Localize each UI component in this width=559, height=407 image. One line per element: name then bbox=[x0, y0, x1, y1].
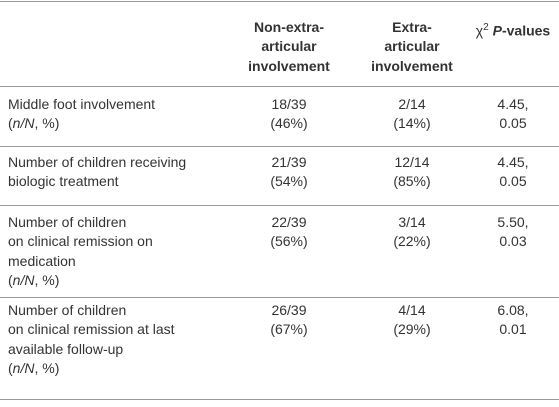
unit-part: n/N bbox=[12, 115, 35, 132]
label-line: on clinical remission at last bbox=[8, 321, 175, 338]
value-cell: 22/39 (56%) bbox=[239, 213, 339, 252]
value-line: (22%) bbox=[393, 233, 431, 250]
value-cell: 5.50, 0.03 bbox=[463, 213, 559, 252]
header-line: Non-extra- bbox=[253, 19, 324, 35]
label-line: Number of children bbox=[8, 214, 127, 230]
value-cell: 21/39 (54%) bbox=[239, 153, 339, 192]
chi: χ bbox=[475, 22, 484, 39]
value-line: (54%) bbox=[270, 173, 308, 190]
header-cell: Extra- articular involvement bbox=[362, 18, 462, 76]
value-cell: 4.45, 0.05 bbox=[463, 95, 559, 134]
unit-part: ( bbox=[8, 359, 13, 376]
row-rule bbox=[0, 399, 559, 400]
header-cell: χ2 P-values bbox=[463, 18, 559, 41]
unit-part: ( bbox=[8, 271, 13, 288]
row-label: Middle foot involvement (n/N, %) bbox=[8, 95, 243, 134]
p-letter: P bbox=[492, 22, 502, 39]
value-cell: 18/39 (46%) bbox=[239, 95, 339, 134]
value-cell: 3/14 (22%) bbox=[362, 213, 462, 252]
label-line: Number of children bbox=[8, 302, 127, 318]
value-line: 26/39 bbox=[271, 302, 307, 318]
value-line: 6.08, bbox=[497, 302, 529, 318]
value-line: (14%) bbox=[393, 115, 431, 132]
header-line: involvement bbox=[371, 57, 453, 74]
value-line: 0.05 bbox=[499, 115, 527, 132]
value-line: 3/14 bbox=[398, 214, 426, 230]
unit-part: n/N bbox=[12, 271, 35, 288]
value-line: 4/14 bbox=[398, 302, 426, 318]
value-line: (46%) bbox=[270, 115, 308, 132]
row-label: Number of children on clinical remission … bbox=[8, 213, 243, 290]
unit-part: , %) bbox=[34, 271, 60, 288]
value-line: (29%) bbox=[393, 321, 431, 338]
row-rule bbox=[0, 205, 559, 206]
header-line: articular bbox=[384, 38, 440, 55]
value-line: 2/14 bbox=[398, 96, 426, 112]
unit-part: ( bbox=[8, 115, 13, 132]
value-line: 0.03 bbox=[499, 233, 527, 250]
value-cell: 12/14 (85%) bbox=[362, 153, 462, 192]
header-line: articular bbox=[261, 38, 317, 55]
row-rule bbox=[0, 146, 559, 147]
value-line: 5.50, bbox=[497, 214, 529, 230]
value-line: 0.05 bbox=[499, 173, 527, 190]
unit-part: , %) bbox=[34, 115, 60, 132]
superscript: 2 bbox=[483, 22, 489, 33]
header-rule bbox=[0, 86, 559, 87]
label-line: Middle foot involvement bbox=[8, 96, 156, 112]
value-line: 18/39 bbox=[271, 96, 307, 112]
header-cell: Non-extra- articular involvement bbox=[239, 18, 339, 76]
value-line: (56%) bbox=[270, 233, 308, 250]
header-line: involvement bbox=[248, 57, 330, 74]
value-cell: 26/39 (67%) bbox=[239, 301, 339, 340]
value-line: (67%) bbox=[270, 321, 308, 338]
row-label: Number of children on clinical remission … bbox=[8, 301, 243, 378]
value-line: 12/14 bbox=[394, 154, 430, 170]
label-line: medication bbox=[8, 252, 76, 269]
value-cell: 2/14 (14%) bbox=[362, 95, 462, 134]
unit-line: (n/N, %) bbox=[8, 359, 243, 378]
value-line: (85%) bbox=[393, 173, 431, 190]
unit-part: n/N bbox=[12, 359, 35, 376]
label-line: Number of children receiving bbox=[8, 154, 187, 170]
row-label: Number of children receiving biologic tre… bbox=[8, 153, 243, 192]
label-line: on clinical remission on bbox=[8, 233, 153, 250]
label-line: biologic treatment bbox=[8, 173, 119, 190]
value-line: 21/39 bbox=[271, 154, 307, 170]
value-cell: 4/14 (29%) bbox=[362, 301, 462, 340]
value-line: 4.45, bbox=[497, 96, 529, 112]
value-cell: 6.08, 0.01 bbox=[463, 301, 559, 340]
header-line: Extra- bbox=[392, 19, 432, 35]
row-rule bbox=[0, 297, 559, 298]
value-line: 4.45, bbox=[497, 154, 529, 170]
value-line: 0.01 bbox=[499, 321, 527, 338]
value-cell: 4.45, 0.05 bbox=[463, 153, 559, 192]
top-rule bbox=[0, 1, 559, 2]
header-text: -values bbox=[501, 22, 551, 39]
unit-line: (n/N, %) bbox=[8, 114, 243, 133]
label-line: available follow-up bbox=[8, 340, 124, 357]
unit-part: , %) bbox=[34, 359, 60, 376]
value-line: 22/39 bbox=[271, 214, 307, 230]
unit-line: (n/N, %) bbox=[8, 271, 243, 290]
